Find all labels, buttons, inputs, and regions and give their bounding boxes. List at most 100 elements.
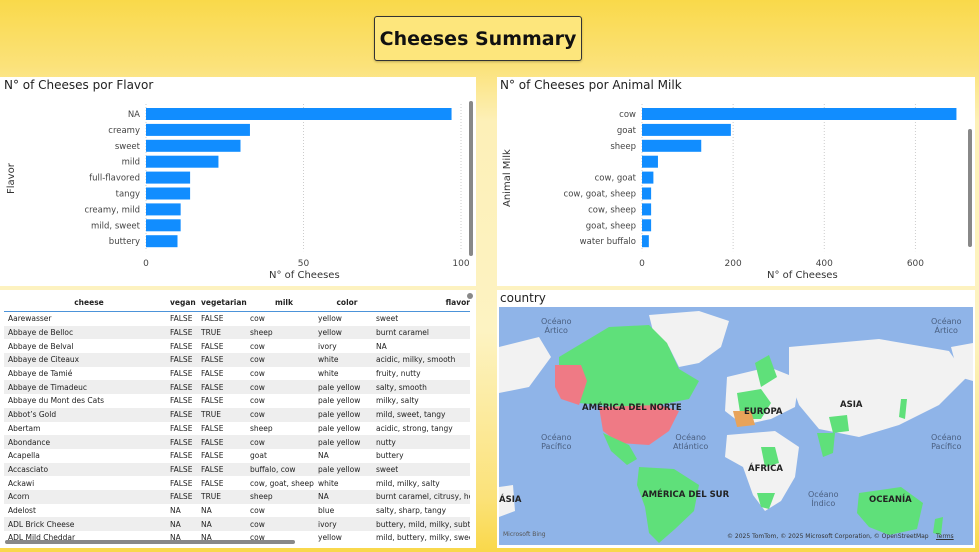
milk-chart-panel[interactable]: N° of Cheeses por Animal Milk Animal Mil… [497,77,975,286]
cell-milk: cow [250,314,265,324]
cell-flavor: milky, salty [376,396,419,406]
canada-shape [559,325,699,407]
cell-cheese: Ackawi [8,478,35,488]
label-south-america: AMÉRICA DEL SUR [642,490,730,500]
x-tick-label: 100 [452,259,469,269]
table-row[interactable]: Abbaye du Mont des Cats FALSE FALSE cow pale… [4,394,470,408]
bar[interactable] [146,203,181,216]
flavor-bar-chart[interactable]: 0 50 100 NA creamy sweet mild full-flavored tang… [0,77,476,286]
table-row[interactable]: Abertam FALSE FALSE sheep pale yellow acidic,… [4,422,470,436]
cell-vegan: FALSE [170,355,193,365]
flavor-scrollbar[interactable] [469,101,473,256]
bar[interactable] [642,139,702,152]
cell-vegetarian: NA [201,505,212,515]
cell-color: white [318,369,339,379]
bing-logo: Microsoft Bing [503,531,546,538]
right-alaska-shape [951,343,973,381]
cell-milk: cow [250,355,265,365]
flavor-chart-panel[interactable]: N° of Cheeses por Flavor Flavor 0 50 100 NA… [0,77,476,286]
column-header-color[interactable]: color [336,297,358,307]
cell-cheese: Abbaye de Timadeuc [8,382,88,392]
table-row[interactable]: ADL Mild Cheddar NA NA cow yellow mild, butte… [4,531,470,545]
table-row[interactable]: Abbaye de Belloc FALSE TRUE sheep yellow burn… [4,325,470,340]
cell-cheese: Acapella [8,451,40,461]
cell-color: blue [318,505,335,515]
new-zealand-shape [933,517,943,535]
left-australia-shape [499,485,515,517]
bar[interactable] [642,155,658,168]
cell-milk: buffalo, cow [250,464,296,474]
cell-flavor: NA [376,341,387,351]
cheese-table[interactable]: cheese vegan vegetarian milk color flavo… [4,293,470,545]
category-label: creamy [108,126,140,136]
cell-vegan: FALSE [170,369,193,379]
bar[interactable] [146,235,178,248]
cell-cheese: Abbaye du Mont des Cats [8,396,105,406]
bar[interactable] [642,203,652,216]
table-row[interactable]: Aarewasser FALSE FALSE cow yellow sweet [4,312,470,326]
cell-cheese: Abertam [8,423,41,433]
column-header-cheese[interactable]: cheese [74,297,104,307]
column-header-vegetarian[interactable]: vegetarian [201,297,247,307]
south-africa-shape [757,493,775,509]
asia-matched-1 [829,415,849,433]
label-asia-cut: ÁSIA [499,495,522,505]
table-row[interactable]: Adelost NA NA cow blue salty, sharp, tangy [4,504,470,518]
table-row[interactable]: Abbot’s Gold FALSE TRUE cow pale yellow mild,… [4,407,470,422]
cell-flavor: sweet [376,464,399,474]
bar[interactable] [146,155,219,168]
cell-color: yellow [318,314,342,324]
table-scroll-indicator[interactable] [467,293,473,299]
table-row[interactable]: ADL Brick Cheese NA NA cow ivory buttery, mil… [4,517,470,531]
cell-flavor: mild, milky, salty [376,478,440,488]
table-body: Aarewasser FALSE FALSE cow yellow sweet Abbaye… [4,312,470,545]
column-header-milk[interactable]: milk [275,297,293,307]
table-row[interactable]: Abbaye de Tamié FALSE FALSE cow white fruity,… [4,367,470,381]
category-label: goat [617,126,637,136]
milk-scrollbar[interactable] [968,129,972,247]
cell-color: pale yellow [318,382,361,392]
table-row[interactable]: Abondance FALSE FALSE cow pale yellow nutty [4,435,470,449]
bar[interactable] [146,123,250,136]
table-row[interactable]: Abbaye de Timadeuc FALSE FALSE cow pale yell… [4,380,470,395]
category-label: NA [128,110,140,120]
bar[interactable] [146,108,452,120]
bar[interactable] [642,123,731,136]
cell-color: pale yellow [318,396,361,406]
cell-vegan: FALSE [170,451,193,461]
table-horizontal-scrollbar[interactable] [5,540,295,544]
column-header-flavor[interactable]: flavor [445,297,470,307]
category-label: cow, sheep [588,205,636,215]
dashboard-title: Cheeses Summary [374,16,582,61]
map-terms-link[interactable]: Terms [936,533,954,540]
cell-vegetarian: FALSE [201,314,224,324]
column-header-vegan[interactable]: vegan [170,297,196,307]
cell-vegan: NA [170,533,181,543]
bar[interactable] [642,235,649,248]
milk-bar-chart[interactable]: 0 200 400 600 cow goat sheep cow, goat cow, goat… [497,77,975,286]
south-america-shape [637,467,699,543]
bar[interactable] [642,187,652,200]
table-row[interactable]: Abbaye de Belval FALSE FALSE cow ivory NA [4,339,470,353]
category-label: goat, sheep [586,221,636,231]
table-row[interactable]: Acorn FALSE TRUE sheep NA burnt caramel, citr… [4,489,470,504]
table-row[interactable]: Abbaye de Citeaux FALSE FALSE cow white acidi… [4,353,470,367]
country-map[interactable]: Océano Ártico Océano Ártico Océano Pacíf… [499,307,973,545]
cell-flavor: buttery, mild, milky, subtle [376,519,470,529]
bar[interactable] [146,219,181,232]
bar[interactable] [146,139,241,152]
table-row[interactable]: Acapella FALSE FALSE goat NA buttery [4,449,470,463]
bar[interactable] [642,108,957,120]
bar[interactable] [642,219,652,232]
cell-vegan: FALSE [170,341,193,351]
cell-milk: cow [250,341,265,351]
bar[interactable] [146,171,191,184]
cell-flavor: burnt caramel [376,328,429,338]
table-row[interactable]: Ackawi FALSE FALSE cow, goat, sheep white mil… [4,476,470,490]
label-atlantic: Océano Atlántico [673,433,709,451]
table-row[interactable]: Accasciato FALSE FALSE buffalo, cow pale yel… [4,462,470,477]
bar[interactable] [146,187,191,200]
africa-matched [761,447,779,467]
flavor-chart-title: N° of Cheeses por Flavor [4,78,154,92]
bar[interactable] [642,171,654,184]
